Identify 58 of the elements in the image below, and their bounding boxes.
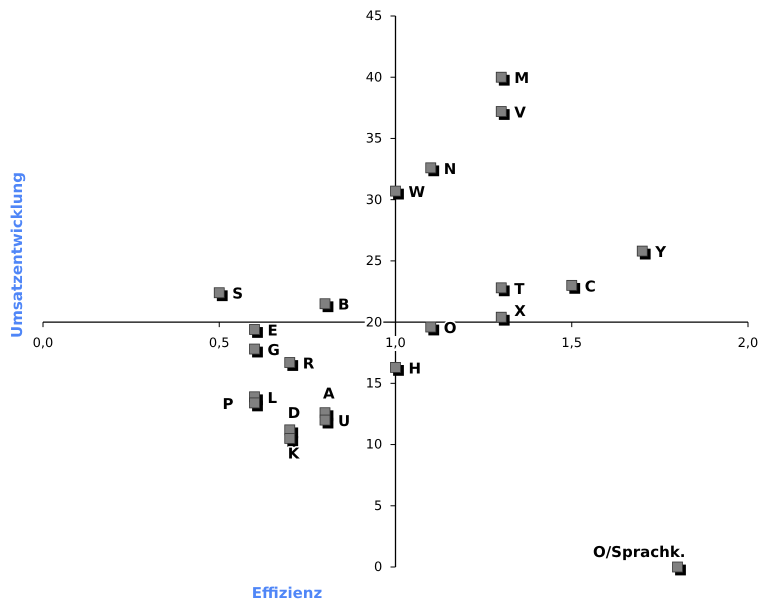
x-tick-label: 1,0 (385, 336, 406, 352)
point (496, 312, 507, 323)
point (496, 282, 507, 294)
x-tick-label: 1,5 (561, 336, 582, 352)
point (425, 162, 436, 174)
annotation: U (338, 412, 350, 430)
point (672, 562, 683, 572)
point (425, 322, 436, 332)
point (284, 357, 296, 368)
annotation: L (268, 388, 278, 407)
point (320, 298, 330, 310)
y-tick-label: 25 (366, 254, 382, 270)
annotation: P (222, 394, 234, 413)
annotation: H (408, 359, 422, 378)
annotation: R (302, 354, 315, 373)
point (214, 287, 225, 298)
annotation: A (323, 384, 335, 403)
x-axis-title: Effizienz (252, 584, 322, 602)
y-tick-label: 5 (374, 498, 382, 514)
point (496, 106, 507, 117)
annotation: Y (654, 243, 668, 262)
y-tick-label: 30 (366, 192, 382, 208)
x-tick-label: 0,0 (32, 336, 54, 352)
annotation: N (444, 160, 456, 178)
annotation: D (288, 404, 300, 422)
annotation: E (268, 321, 278, 340)
point (249, 344, 260, 354)
annotation: V (514, 104, 526, 122)
annotation: K (288, 444, 301, 462)
x-tick-label: 0,5 (208, 336, 230, 352)
annotation: S (232, 284, 244, 303)
annotation: C (584, 277, 596, 296)
point (566, 280, 578, 291)
point (284, 433, 296, 444)
annotation: B (338, 296, 350, 314)
y-tick-label: 0 (374, 560, 382, 576)
y-axis-title: Umsatzentwicklung (8, 172, 26, 338)
point (249, 398, 260, 408)
y-tick-label: 20 (366, 315, 382, 330)
point (390, 186, 401, 196)
y-tick-label: 35 (366, 132, 382, 147)
y-tick-label: 10 (366, 438, 382, 453)
y-tick-label: 45 (366, 9, 382, 24)
annotation: O/Sprachk. (592, 543, 686, 561)
point (496, 72, 507, 83)
y-tick-label: 40 (366, 70, 382, 86)
point (390, 362, 401, 373)
y-tick-label: 15 (366, 376, 382, 392)
point (320, 414, 330, 426)
annotation: X (514, 302, 526, 320)
annotation: O (444, 319, 457, 338)
annotation: W (408, 183, 426, 202)
point (636, 246, 648, 256)
annotation: M (514, 69, 530, 88)
x-tick-label: 2,0 (738, 336, 758, 352)
annotation: G (268, 341, 280, 360)
annotation: T (514, 280, 526, 298)
point (249, 324, 260, 335)
